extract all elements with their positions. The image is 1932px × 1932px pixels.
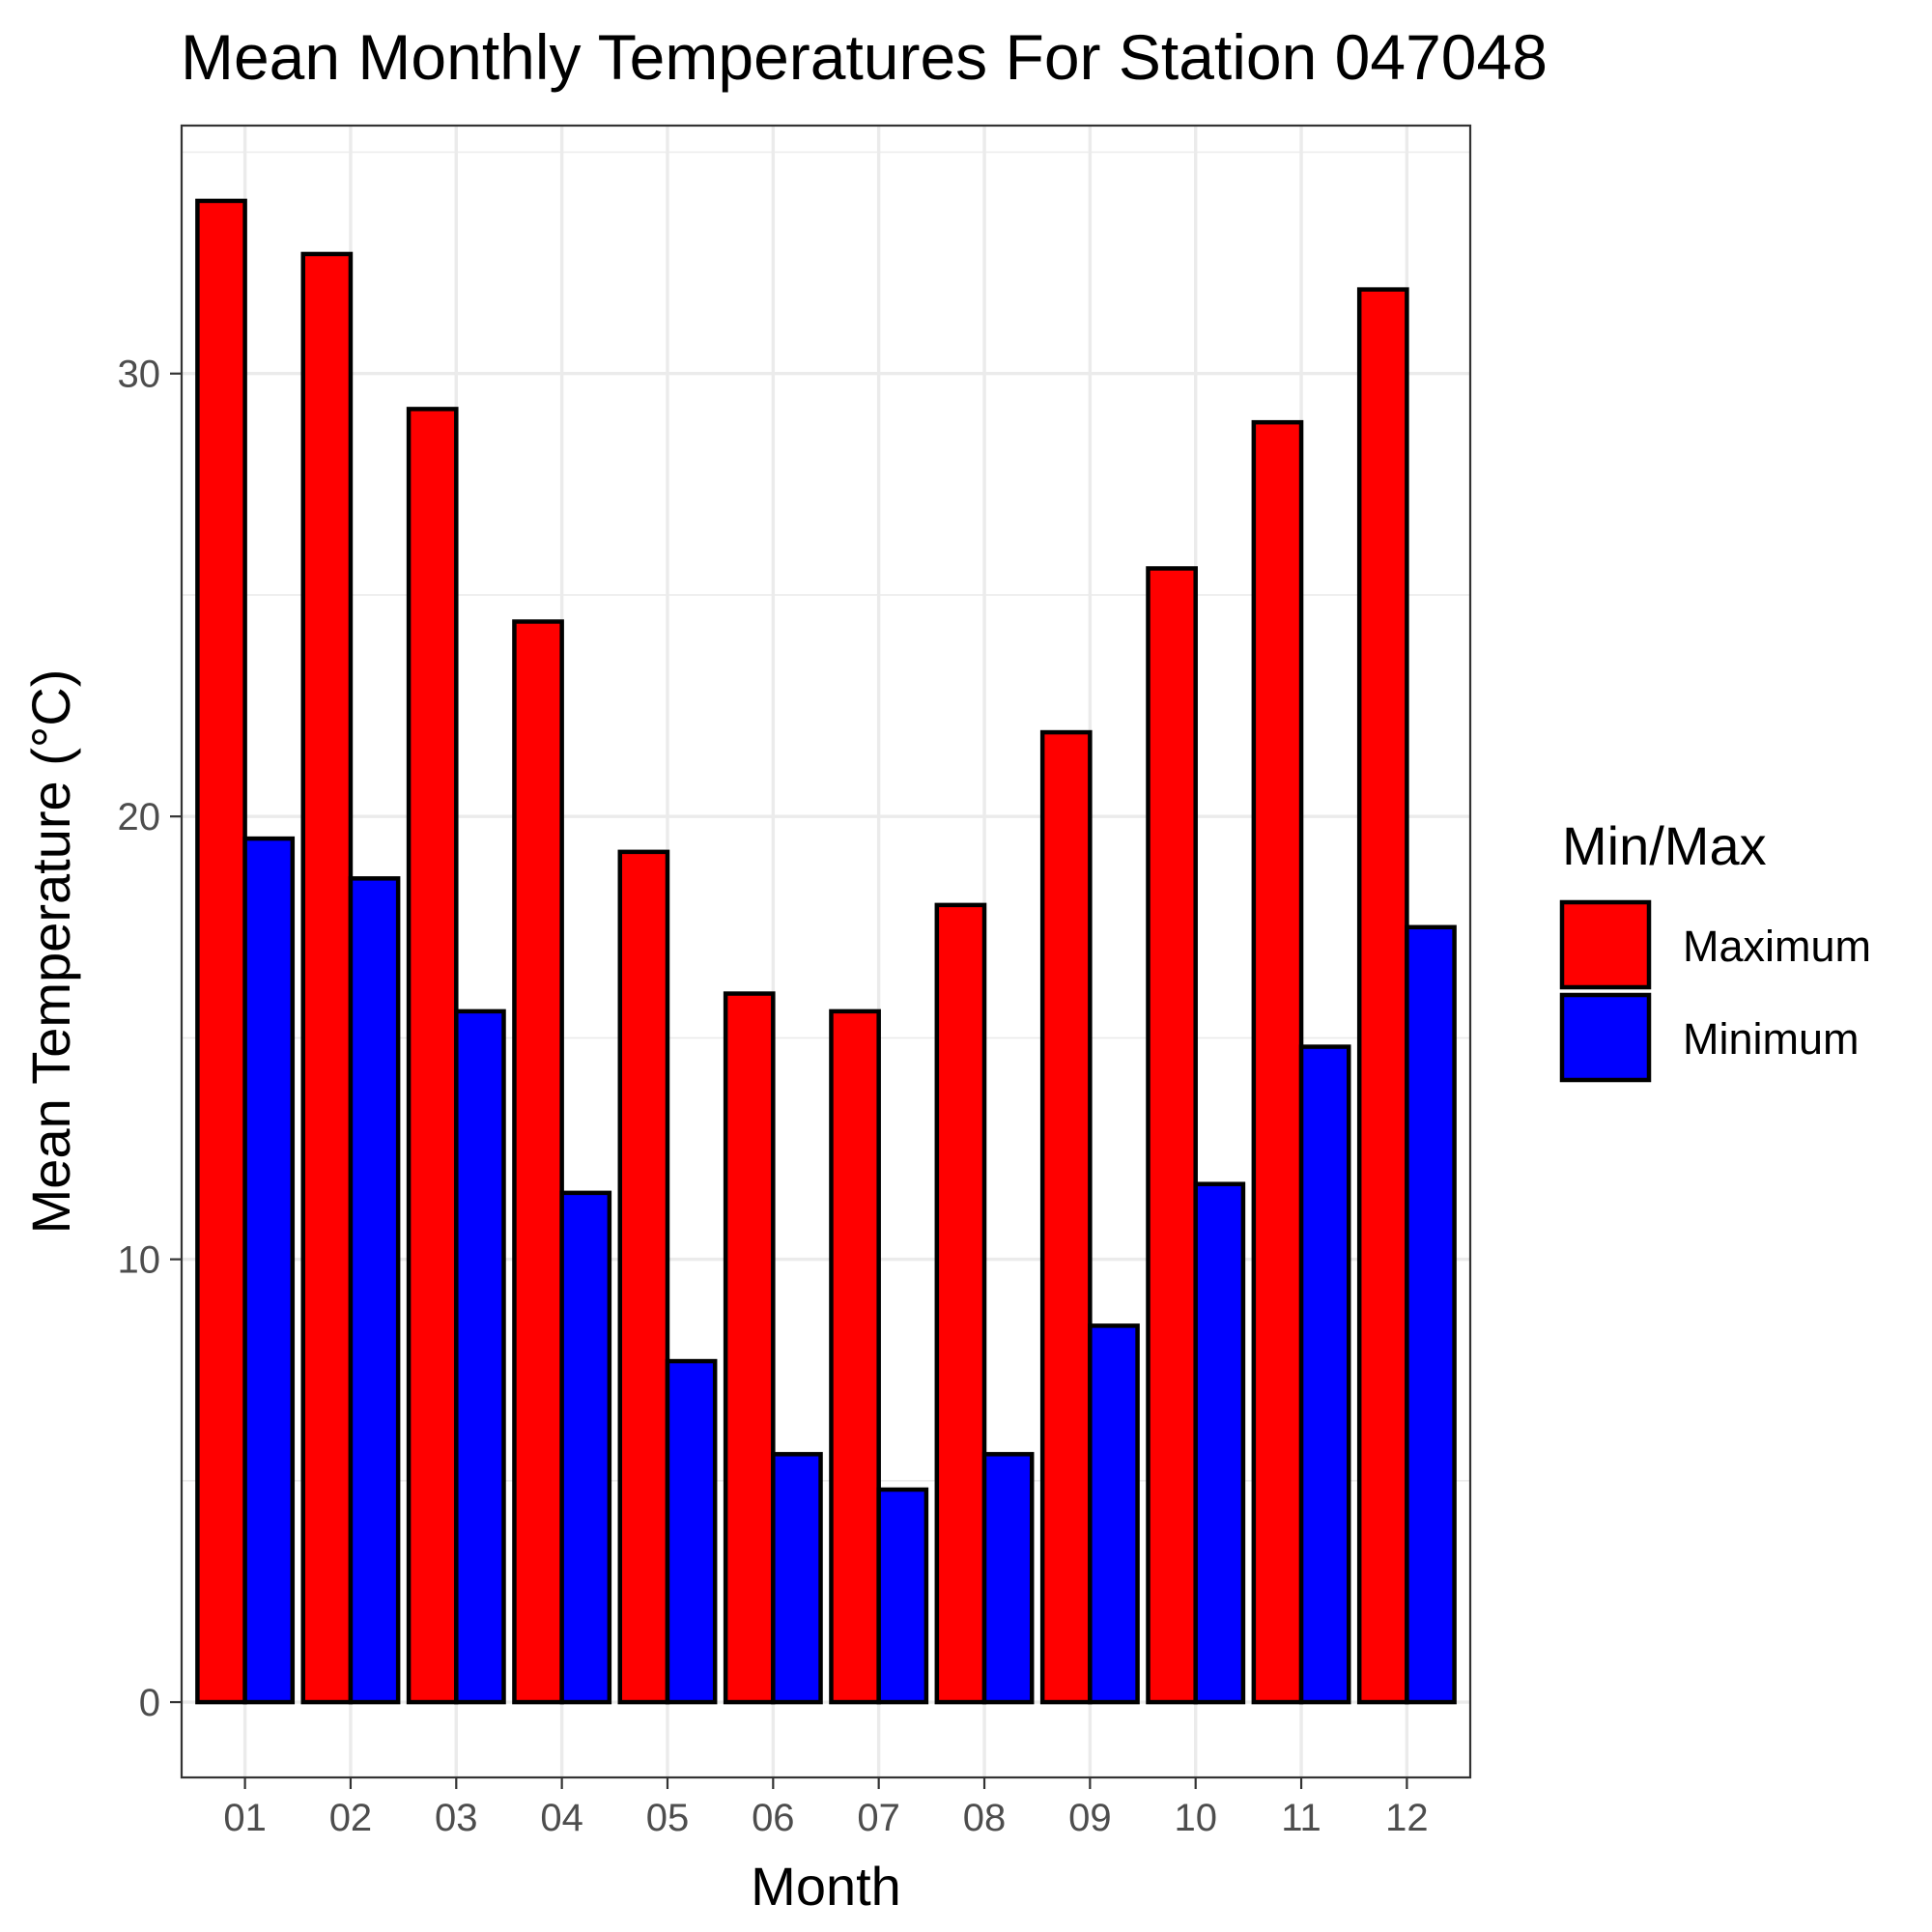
bar-maximum-11 [1251, 419, 1304, 1705]
x-tick-label-08: 08 [963, 1797, 1007, 1839]
bar-minimum-08 [981, 1452, 1035, 1705]
bar-minimum-02 [348, 876, 401, 1705]
chart-title: Mean Monthly Temperatures For Station 04… [181, 21, 1548, 93]
bar-maximum-09 [1039, 729, 1093, 1705]
x-axis: 01 02 03 04 05 06 07 08 09 10 11 12 [223, 1777, 1429, 1839]
legend-label-minimum: Minimum [1683, 1014, 1860, 1064]
bar-maximum-12 [1356, 287, 1409, 1705]
y-tick-label: 20 [118, 796, 161, 838]
x-tick-label-01: 01 [223, 1797, 267, 1839]
bar-maximum-08 [934, 902, 987, 1705]
x-tick-label-06: 06 [752, 1797, 795, 1839]
x-tick-label-02: 02 [329, 1797, 373, 1839]
y-tick-label: 10 [118, 1239, 161, 1282]
bar-minimum-06 [771, 1452, 823, 1705]
bar-maximum-05 [617, 849, 670, 1705]
bar-minimum-04 [559, 1190, 612, 1705]
bar-maximum-03 [406, 407, 459, 1705]
y-axis-title: Mean Temperature (°C) [20, 669, 81, 1235]
bar-minimum-12 [1405, 924, 1457, 1705]
x-axis-title: Month [751, 1856, 901, 1917]
bar-maximum-07 [829, 1009, 881, 1705]
x-tick-label-05: 05 [646, 1797, 690, 1839]
bar-maximum-06 [723, 991, 776, 1705]
x-tick-label-07: 07 [857, 1797, 900, 1839]
bar-maximum-04 [512, 619, 564, 1705]
bar-maximum-10 [1146, 566, 1198, 1705]
bars [195, 198, 1457, 1705]
plot-border [180, 124, 1472, 1779]
bar-minimum-11 [1298, 1044, 1351, 1705]
bar-minimum-05 [665, 1358, 718, 1705]
legend-key-maximum [1559, 899, 1652, 990]
legend-title: Min/Max [1562, 815, 1767, 876]
x-tick-label-10: 10 [1174, 1797, 1217, 1839]
bar-maximum-01 [195, 198, 247, 1705]
x-tick-label-11: 11 [1281, 1797, 1321, 1839]
y-tick-label: 30 [118, 354, 161, 396]
bar-minimum-07 [876, 1487, 929, 1705]
y-tick-label: 0 [139, 1682, 160, 1724]
legend: Min/Max Maximum Minimum [1559, 815, 1871, 1083]
x-tick-label-09: 09 [1068, 1797, 1112, 1839]
bar-minimum-09 [1088, 1323, 1140, 1705]
bar-maximum-02 [300, 251, 354, 1705]
x-tick-label-03: 03 [435, 1797, 478, 1839]
bar-minimum-10 [1193, 1181, 1246, 1705]
bar-minimum-03 [454, 1009, 506, 1705]
x-tick-label-04: 04 [540, 1797, 583, 1839]
legend-key-minimum [1559, 992, 1652, 1083]
legend-label-maximum: Maximum [1683, 922, 1871, 971]
bar-minimum-01 [242, 836, 296, 1705]
x-tick-label-12: 12 [1385, 1797, 1429, 1839]
y-axis: 0 10 20 30 [118, 354, 182, 1724]
